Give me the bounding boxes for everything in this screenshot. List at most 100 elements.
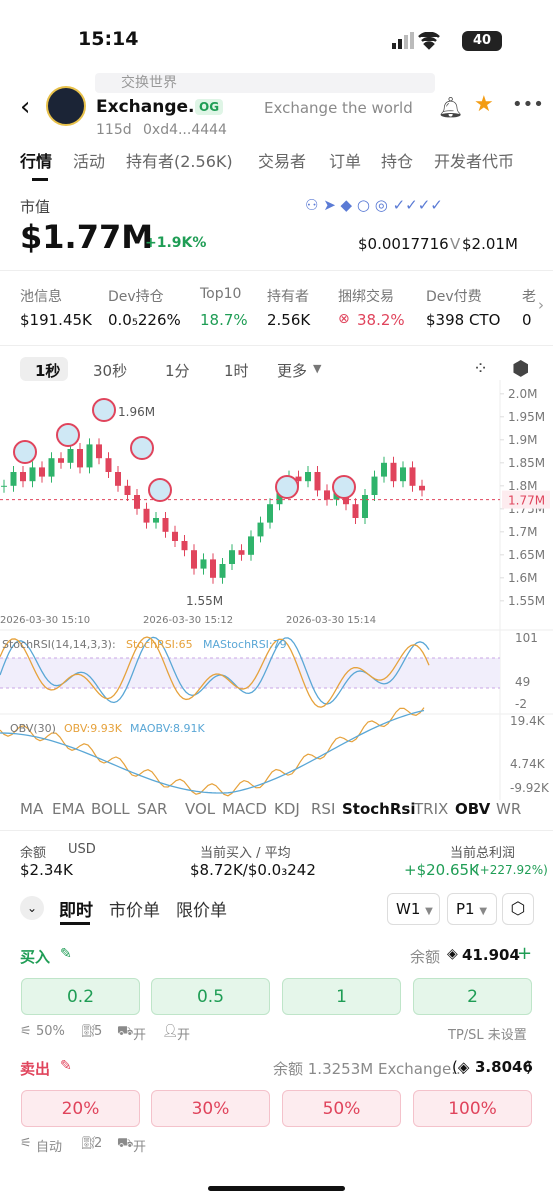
- indicator-tab[interactable]: SAR: [137, 800, 168, 818]
- tab: 交易者: [258, 152, 307, 171]
- stat-label: 持有者: [267, 289, 309, 305]
- settings-button[interactable]: ⬡: [502, 893, 534, 925]
- candle: [248, 536, 254, 555]
- order-tab[interactable]: 市价单: [109, 901, 160, 921]
- stoch-d: MAStochRSI:79: [203, 638, 287, 651]
- balance-value: $2.34K: [20, 861, 73, 879]
- y-tick-label: 2.0M: [508, 387, 537, 401]
- interval[interactable]: 更多: [277, 362, 308, 380]
- chart-settings-icon: ⬢: [512, 356, 530, 380]
- interval[interactable]: 1分: [165, 362, 190, 380]
- buy-amount-button[interactable]: 0.2: [21, 978, 140, 1015]
- interval[interactable]: 30秒: [93, 362, 128, 380]
- sell-value-close: ): [526, 1058, 532, 1076]
- buy-title: 买入: [20, 948, 51, 966]
- interval[interactable]: 1秒: [35, 362, 61, 380]
- obv-axis-label: 19.4K: [510, 714, 546, 728]
- dropdown-arrow: ▼: [313, 362, 322, 375]
- option-icon: ⚟: [20, 1024, 32, 1039]
- indicator-tab[interactable]: VOL: [185, 800, 216, 818]
- sell-percent-button[interactable]: 50%: [282, 1090, 401, 1127]
- current-price-label: 1.77M: [508, 494, 545, 508]
- indicator-tab[interactable]: EMA: [52, 800, 85, 818]
- stoch-axis-label: -2: [515, 697, 527, 711]
- edit-icon: ✎: [60, 1058, 72, 1074]
- battery: 40: [462, 31, 502, 51]
- indicator-tab[interactable]: OBV: [455, 800, 491, 818]
- indicator-tab[interactable]: MA: [20, 800, 44, 818]
- obv-label: OBV(30): [10, 722, 56, 735]
- option-icon: ⛽︎: [80, 1024, 97, 1039]
- buy-amount-button[interactable]: 1: [282, 978, 401, 1015]
- buy-amount-button[interactable]: 2: [413, 978, 532, 1015]
- sell-percent-button[interactable]: 20%: [21, 1090, 140, 1127]
- token-avatar: [46, 86, 86, 126]
- add-icon: +: [517, 943, 533, 964]
- social-icons: ⚇ ➤ ◆ ○ ◎ ✓✓✓✓: [305, 196, 443, 214]
- market-cap-label: 市值: [20, 198, 51, 216]
- sell-percent-button[interactable]: 100%: [413, 1090, 532, 1127]
- order-tab[interactable]: 即时: [59, 901, 93, 921]
- stoch-band: [0, 658, 500, 688]
- collapse-button[interactable]: ⌄: [20, 896, 44, 920]
- x-time-label: 2026-03-30 15:12: [143, 615, 233, 626]
- token-price: $0.0017716: [358, 235, 449, 253]
- window-value: W1: [396, 900, 421, 918]
- low-label: 1.55M: [186, 594, 223, 608]
- og-badge: OG: [195, 99, 224, 115]
- candle: [105, 458, 112, 472]
- sell-value: 3.8046: [475, 1058, 533, 1076]
- candle: [200, 559, 207, 569]
- option-icon: 👤︎: [162, 1024, 179, 1039]
- divider: [0, 345, 553, 346]
- candle: [153, 518, 159, 523]
- y-tick-label: 1.65M: [508, 548, 545, 562]
- x-time-label: 2026-03-30 15:14: [286, 615, 376, 626]
- y-tick-label: 1.55M: [508, 594, 545, 608]
- market-change: +1.9K%: [145, 235, 207, 251]
- chart-tool-icon: ⁘: [473, 358, 489, 379]
- option-icon: ⚟: [20, 1136, 32, 1151]
- sell-option: 开: [133, 1140, 147, 1155]
- y-tick-label: 1.8M: [508, 479, 537, 493]
- candle: [162, 518, 169, 532]
- stat-label: 池信息: [20, 289, 62, 305]
- sell-option: 2: [94, 1136, 103, 1151]
- indicator-tab[interactable]: BOLL: [91, 800, 130, 818]
- stat-value: $398 CTO: [426, 311, 501, 329]
- token-name: Exchange...: [96, 97, 208, 117]
- order-tab[interactable]: 限价单: [176, 901, 227, 921]
- window-select[interactable]: W1 ▼: [387, 893, 440, 925]
- indicator-tab[interactable]: RSI: [311, 800, 336, 818]
- bell-icon: 🔔︎: [438, 95, 464, 119]
- trader-avatar: [13, 440, 37, 464]
- x-time-label: 2026-03-30 15:10: [0, 615, 90, 626]
- candle: [352, 504, 359, 518]
- buy-amount-button[interactable]: 0.5: [151, 978, 270, 1015]
- stoch-wave: [0, 636, 430, 708]
- candle: [191, 550, 197, 569]
- stat-label: 老: [522, 289, 536, 305]
- candle: [381, 462, 387, 477]
- sell-percent-button[interactable]: 30%: [151, 1090, 270, 1127]
- indicator-tab[interactable]: KDJ: [274, 800, 300, 818]
- candle: [10, 472, 17, 486]
- interval[interactable]: 1时: [224, 362, 249, 380]
- stat-value: 38.2%: [357, 311, 405, 329]
- preset-select[interactable]: P1 ▼: [447, 893, 497, 925]
- indicator-tab[interactable]: WR: [496, 800, 522, 818]
- candle: [39, 467, 45, 477]
- trader-avatar: [332, 475, 356, 499]
- candle: [124, 485, 131, 495]
- indicator-tab[interactable]: StochRsi: [342, 800, 416, 818]
- candle: [324, 490, 330, 500]
- stoch-axis-label: 49: [515, 675, 530, 689]
- stat-label: Dev付费: [426, 289, 482, 305]
- token-address: 0xd4...4444: [143, 122, 227, 138]
- stat-value: 0.0₅226%: [108, 311, 181, 329]
- indicator-tab[interactable]: TRIX: [414, 800, 449, 818]
- candle: [20, 472, 26, 482]
- candle: [362, 495, 368, 518]
- indicator-tab[interactable]: MACD: [222, 800, 267, 818]
